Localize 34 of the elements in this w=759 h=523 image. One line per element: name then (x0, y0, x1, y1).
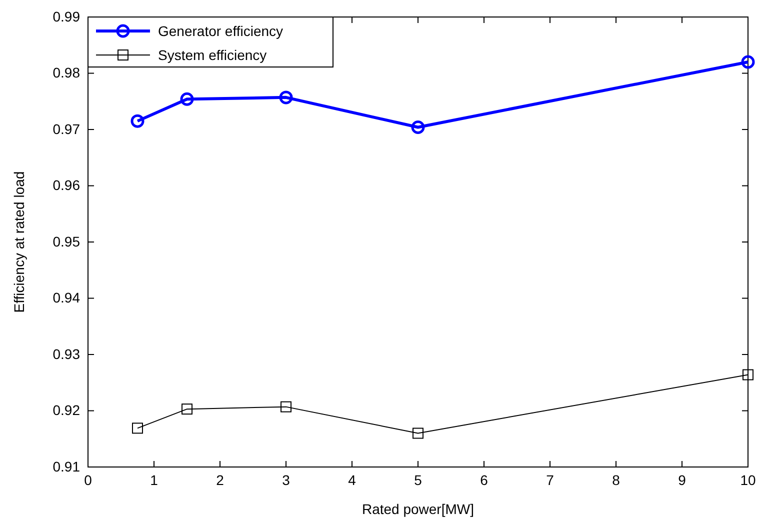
x-tick-label: 2 (216, 472, 224, 488)
x-tick-label: 7 (546, 472, 554, 488)
x-tick-label: 4 (348, 472, 356, 488)
point (411, 120, 425, 134)
x-tick-label: 3 (282, 472, 290, 488)
y-tick-label: 0.94 (52, 290, 80, 306)
point (182, 404, 192, 415)
x-tick-label: 5 (414, 472, 422, 488)
x-tick-label: 10 (740, 472, 756, 488)
y-tick-label: 0.91 (52, 458, 80, 474)
legend-label: Generator efficiency (158, 23, 284, 39)
point (412, 428, 424, 439)
point (280, 401, 292, 412)
y-tick-label: 0.96 (52, 177, 80, 194)
y-tick-label: 0.97 (52, 120, 80, 137)
point (741, 55, 755, 69)
y-tick-label: 0.92 (52, 402, 80, 418)
point (742, 369, 754, 380)
y-tick-label: 0.99 (52, 8, 80, 24)
x-tick-label: 1 (150, 472, 158, 488)
point (130, 114, 144, 128)
legend-label: System efficiency (158, 47, 267, 63)
point (132, 422, 143, 434)
point (180, 92, 194, 106)
x-tick-label: 8 (612, 472, 620, 488)
x-axis-title: Rated power[MW] (362, 501, 474, 517)
x-tick-label: 0 (84, 472, 92, 488)
y-tick-label: 0.98 (52, 64, 80, 81)
x-tick-label: 6 (480, 472, 488, 488)
y-tick-label: 0.93 (52, 346, 80, 362)
x-tick-label: 9 (678, 472, 686, 488)
y-axis-title: Efficiency at rated load (11, 171, 27, 313)
y-tick-label: 0.95 (52, 233, 80, 250)
point (279, 90, 293, 104)
